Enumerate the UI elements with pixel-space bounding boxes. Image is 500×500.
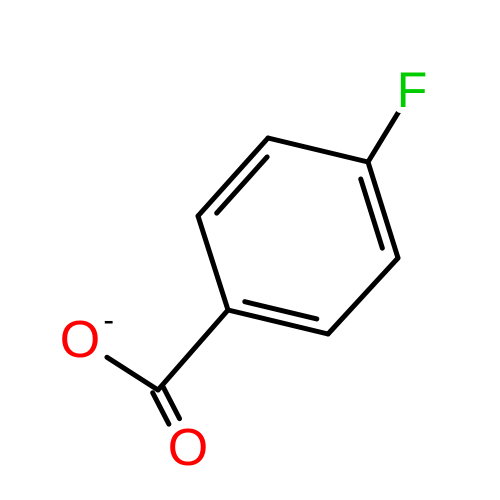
svg-text:O: O bbox=[168, 419, 208, 477]
molecule-diagram: FFOOOO- bbox=[0, 0, 500, 500]
svg-text:F: F bbox=[397, 62, 428, 118]
svg-text:-: - bbox=[103, 302, 114, 338]
svg-text:O: O bbox=[60, 311, 100, 369]
f-label: FF bbox=[397, 62, 428, 118]
odbl-label: OO bbox=[168, 419, 208, 477]
